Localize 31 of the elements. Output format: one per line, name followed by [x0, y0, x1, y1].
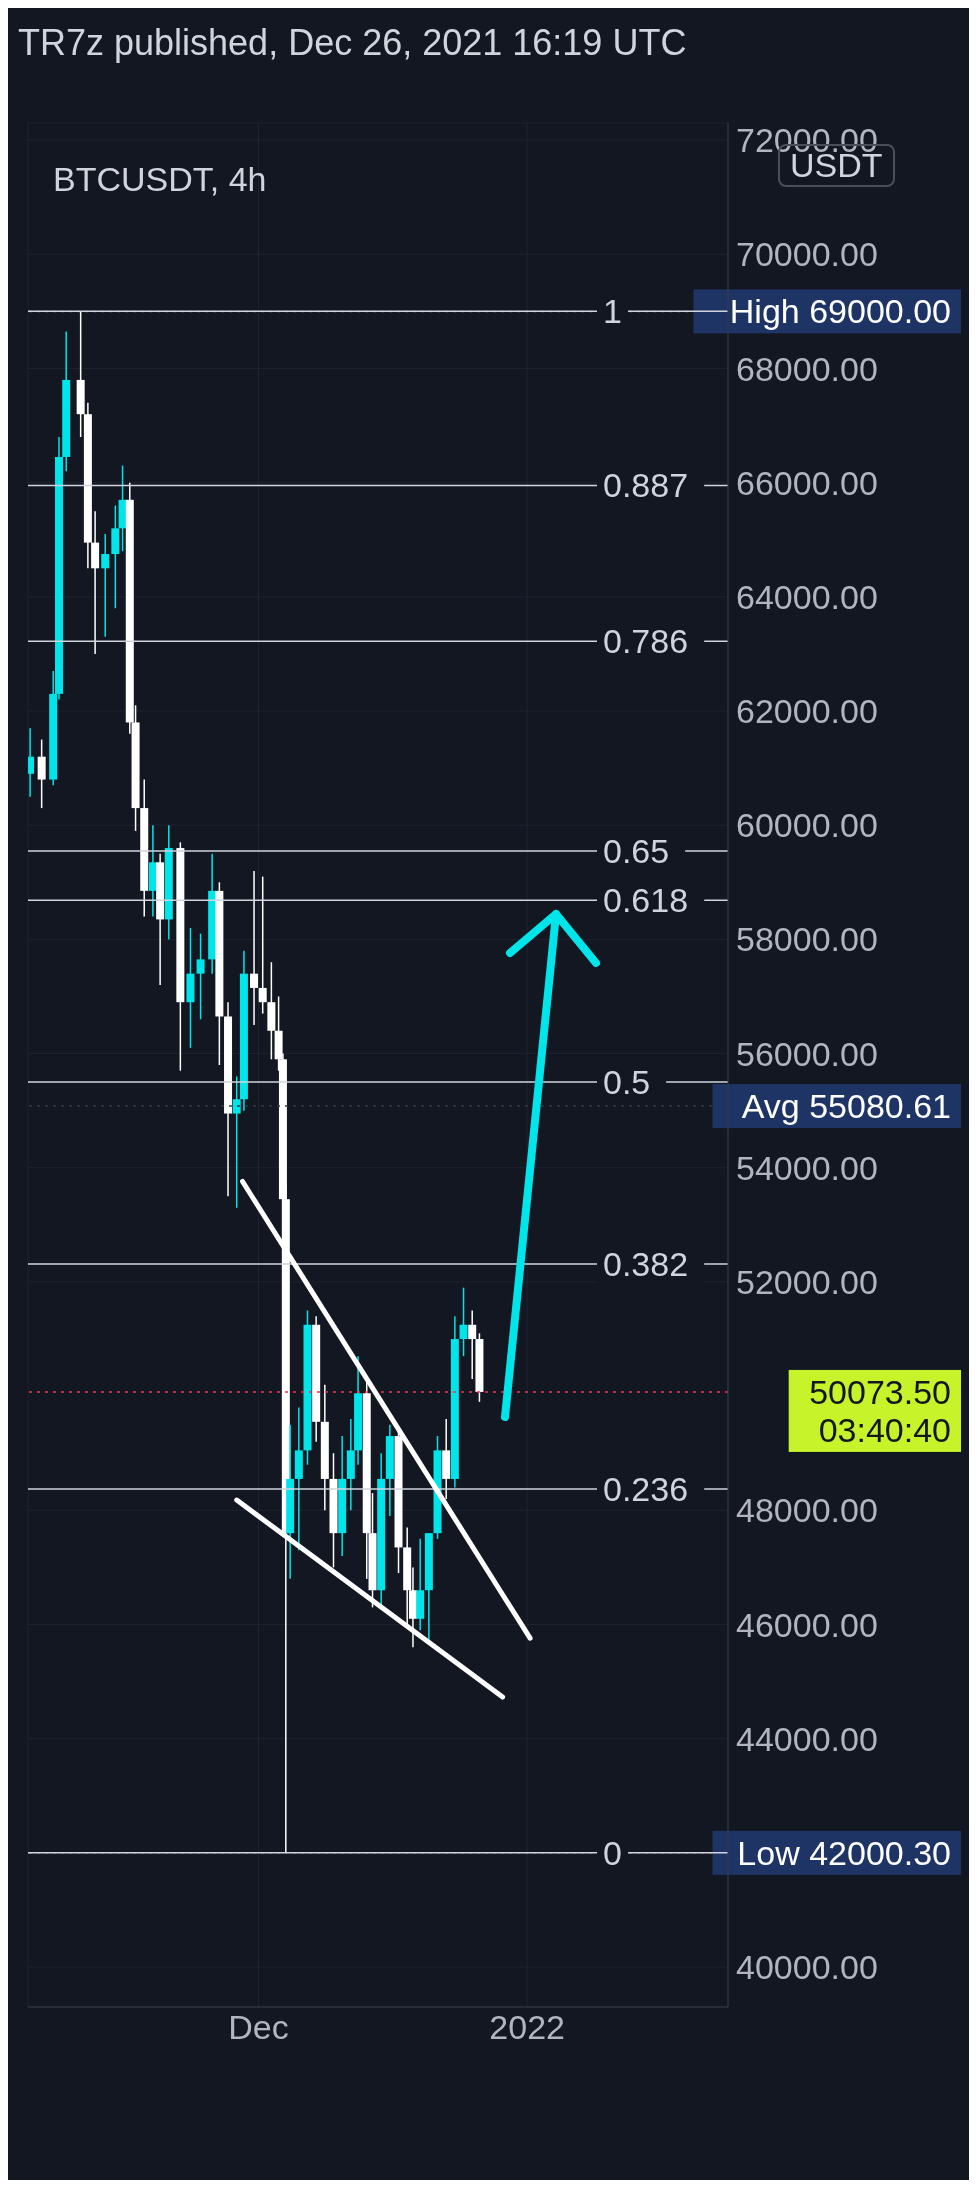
ref-line-label: 0.786	[603, 622, 689, 661]
y-tick-label: 48000.00	[736, 1491, 878, 1530]
y-tick-label: 62000.00	[736, 692, 878, 731]
y-tick-label: 40000.00	[736, 1948, 878, 1987]
ref-line-label: High 69000.00	[729, 292, 951, 331]
ref-line-label: 0	[603, 1833, 622, 1872]
text: BTCUSDT, 4h	[53, 160, 267, 199]
ref-line-label: 1	[603, 292, 622, 331]
x-tick-label: 2022	[489, 2008, 565, 2047]
y-tick-label: 66000.00	[736, 463, 878, 502]
ref-line-label: Low 42000.30	[737, 1833, 951, 1872]
ref-line-label: 0.618	[603, 881, 689, 920]
ref-line-label: 50073.50 03:40:40	[809, 1372, 951, 1449]
y-tick-label: 46000.00	[736, 1605, 878, 1644]
ref-line-label: 0.5	[603, 1063, 651, 1102]
x-tick-label: Dec	[228, 2008, 289, 2047]
y-tick-label: 44000.00	[736, 1719, 878, 1758]
chart-title: TR7z published, Dec 26, 2021 16:19 UTC	[18, 22, 687, 64]
y-tick-label: 52000.00	[736, 1263, 878, 1302]
y-tick-label: 70000.00	[736, 235, 878, 274]
y-tick-label: 58000.00	[736, 920, 878, 959]
ref-line-label: 0.236	[603, 1469, 689, 1508]
ref-line-label: 0.887	[603, 466, 689, 505]
y-tick-label: 54000.00	[736, 1148, 878, 1187]
y-tick-label: 68000.00	[736, 349, 878, 388]
y-tick-label: 60000.00	[736, 806, 878, 845]
y-tick-label: 56000.00	[736, 1034, 878, 1073]
y-tick-label: 64000.00	[736, 577, 878, 616]
ref-line-label: 0.65	[603, 831, 670, 870]
ref-line-label: 0.382	[603, 1244, 689, 1283]
ref-line-label: Avg 55080.61	[741, 1086, 951, 1125]
